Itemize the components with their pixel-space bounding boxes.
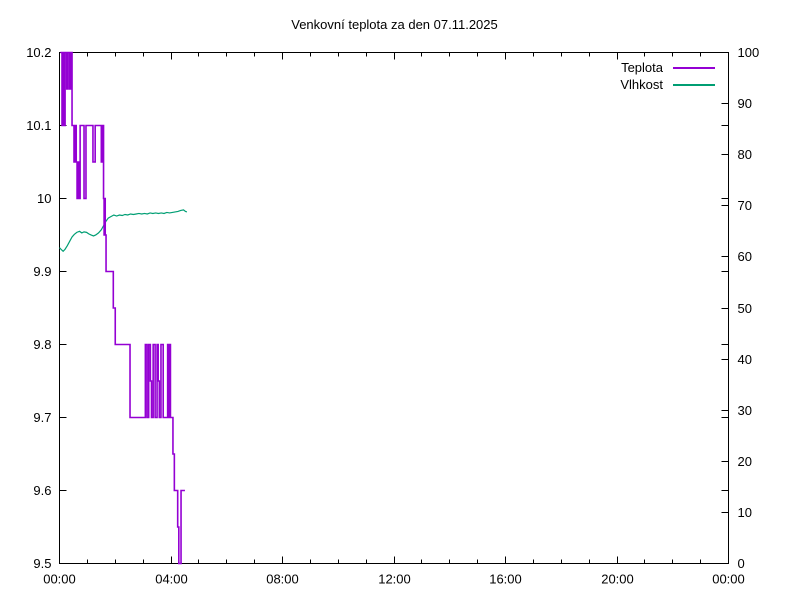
plot-border: [59, 52, 729, 564]
y-left-tick-label: 9.6: [33, 483, 51, 498]
x-tick-label: 08:00: [266, 572, 299, 587]
x-tick-label: 00:00: [43, 572, 76, 587]
x-tick-label: 04:00: [155, 572, 188, 587]
y-right-tick-label: 30: [738, 403, 752, 418]
y-right-tick-label: 60: [738, 249, 752, 264]
y-right-tick-label: 0: [738, 556, 745, 571]
legend-label-teplota: Teplota: [621, 60, 663, 75]
y-left-tick-label: 9.9: [33, 264, 51, 279]
y-left-tick-label: 9.5: [33, 556, 51, 571]
y-left-tick-label: 9.7: [33, 410, 51, 425]
chart-title: Venkovní teplota za den 07.11.2025: [291, 17, 498, 32]
y-right-tick-label: 40: [738, 352, 752, 367]
y-right-tick-label: 80: [738, 147, 752, 162]
series-line-teplota: [60, 51, 185, 565]
y-right-tick-label: 100: [738, 45, 760, 60]
legend-line-sample-teplota: [673, 66, 715, 69]
y-right-tick-label: 50: [738, 301, 752, 316]
x-tick-label: 16:00: [489, 572, 522, 587]
y-left-tick-label: 9.8: [33, 337, 51, 352]
y-right-tick-label: 20: [738, 454, 752, 469]
x-tick-label: 00:00: [712, 572, 745, 587]
legend-line-sample-vlhkost: [673, 83, 715, 86]
y-left-tick-label: 10.1: [26, 118, 51, 133]
y-left-tick-label: 10: [37, 191, 51, 206]
series-line-vlhkost: [59, 209, 188, 253]
y-right-tick-label: 90: [738, 96, 752, 111]
y-right-tick-label: 10: [738, 505, 752, 520]
legend-item-vlhkost: Vlhkost: [560, 76, 715, 93]
y-right-tick-label: 70: [738, 198, 752, 213]
legend: Teplota Vlhkost: [560, 59, 715, 93]
x-tick-label: 20:00: [601, 572, 634, 587]
y-left-tick-label: 10.2: [26, 45, 51, 60]
legend-label-vlhkost: Vlhkost: [620, 77, 663, 92]
x-tick-label: 12:00: [378, 572, 411, 587]
legend-item-teplota: Teplota: [560, 59, 715, 76]
